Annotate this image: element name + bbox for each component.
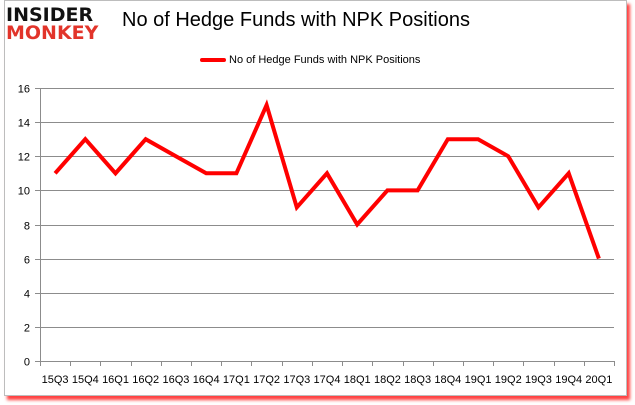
x-tick-label: 19Q2 [495,374,522,386]
x-tick-label: 16Q3 [162,374,189,386]
insider-monkey-logo: INSIDER MONKEY [6,4,99,44]
x-tick-label: 16Q1 [102,374,129,386]
x-tick-label: 17Q3 [283,374,310,386]
logo-line-2: MONKEY [6,22,99,44]
y-tick-label: 10 [18,186,30,198]
data-series-line [53,99,601,260]
x-tick-label: 16Q4 [193,374,220,386]
y-tick-label: 12 [18,152,30,164]
x-tick-label: 19Q1 [465,374,492,386]
x-tick-label: 18Q3 [404,374,431,386]
x-tick-label: 18Q2 [374,374,401,386]
x-tick-label: 18Q1 [344,374,371,386]
chart-title: No of Hedge Funds with NPK Positions [122,9,470,31]
y-tick-label: 4 [24,289,30,301]
x-tick-label: 16Q2 [132,374,159,386]
x-tick-label: 17Q4 [314,374,341,386]
x-tick-label: 17Q2 [253,374,280,386]
x-tick-label: 17Q1 [223,374,250,386]
chart-frame [4,0,627,396]
legend-label: No of Hedge Funds with NPK Positions [229,54,421,66]
logo-line-1: INSIDER [6,4,94,26]
y-tick-label: 14 [18,118,30,130]
y-tick-label: 8 [24,221,30,233]
y-tick-label: 2 [24,323,30,335]
y-tick-label: 16 [18,84,30,96]
chart-legend: No of Hedge Funds with NPK Positions [200,54,420,66]
y-tick-label: 0 [24,357,30,369]
x-tick-label: 15Q4 [72,374,99,386]
x-tick-label: 20Q1 [585,374,612,386]
y-tick-label: 6 [24,255,30,267]
x-tick-label: 18Q4 [434,374,461,386]
x-tick-label: 19Q4 [555,374,582,386]
legend-line-swatch-icon [200,58,226,62]
x-tick-label: 15Q3 [42,374,69,386]
x-tick-label: 19Q3 [525,374,552,386]
